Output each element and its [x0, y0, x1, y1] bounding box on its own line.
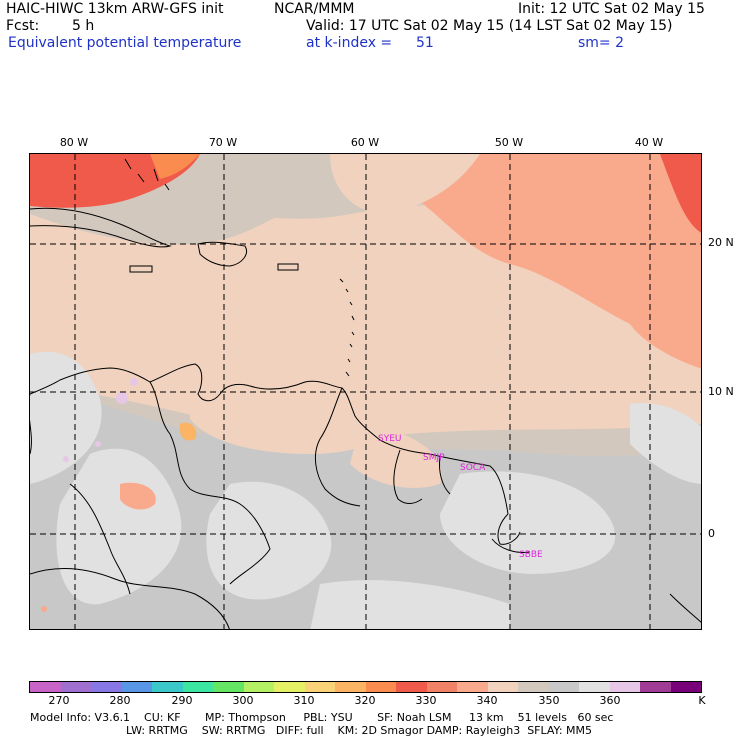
colorbar-swatch-14 — [457, 682, 488, 692]
colorbar-swatch-2 — [91, 682, 122, 692]
map-svg: SYEU SMJP SOCA SBBE — [30, 154, 701, 629]
forecast-label: Fcst: — [6, 18, 40, 34]
colorbar-label-270: 270 — [48, 694, 70, 707]
tan-patch-venezuela — [190, 381, 377, 454]
colorbar-label-350: 350 — [538, 694, 560, 707]
lon-label-80w: 80 W — [59, 136, 89, 149]
salmon-region-east — [410, 154, 701, 369]
colorbar-swatch-0 — [30, 682, 61, 692]
valid-time: Valid: 17 UTC Sat 02 May 15 (14 LST Sat … — [306, 18, 673, 34]
cuba-coast — [30, 207, 172, 248]
colorbar-swatch-19 — [609, 682, 640, 692]
lightgrey-patch-center — [206, 481, 332, 600]
lat-label-20n: 20 N — [708, 236, 734, 249]
lightgrey-patch-far-east — [630, 403, 701, 484]
colorbar-swatch-3 — [121, 682, 152, 692]
colorbar-swatch-4 — [152, 682, 183, 692]
station-syeu: SYEU — [378, 434, 401, 444]
guyana-suriname-border — [393, 449, 423, 504]
colorbar-swatch-6 — [213, 682, 244, 692]
colorbar-label-290: 290 — [171, 694, 193, 707]
colorbar-swatch-5 — [182, 682, 213, 692]
salmon-patch-andes — [120, 482, 156, 510]
level-value: 51 — [416, 35, 434, 51]
forecast-hour: 5 h — [72, 18, 95, 34]
colorbar-swatch-1 — [60, 682, 91, 692]
brazil-east-coast — [669, 593, 701, 623]
lilac-spot-4 — [63, 456, 69, 462]
colorbar-swatch-8 — [274, 682, 305, 692]
central-america-coast — [30, 394, 32, 455]
south-america-north-coast — [30, 363, 509, 515]
lon-label-60w: 60 W — [350, 136, 380, 149]
coastlines — [30, 158, 701, 629]
lat-label-10n: 10 N — [708, 385, 734, 398]
lightgrey-patch-east — [440, 471, 616, 574]
lightgrey-patch-south — [310, 580, 510, 629]
red-region-ne — [660, 154, 701, 233]
colorbar-label-330: 330 — [415, 694, 437, 707]
venezuela-guyana-border — [314, 387, 361, 507]
tan-patch-guiana — [350, 424, 442, 488]
colorbar-swatch-12 — [396, 682, 427, 692]
colorbar-swatch-17 — [548, 682, 579, 692]
orange-spot-maracaibo — [179, 422, 197, 441]
colorbar-label-360: 360 — [599, 694, 621, 707]
colorbar-label-310: 310 — [293, 694, 315, 707]
orange-patch-nw — [150, 154, 200, 179]
field-name: Equivalent potential temperature — [8, 35, 242, 51]
station-smjp: SMJP — [423, 453, 445, 463]
colombia-venezuela-border — [149, 381, 271, 585]
colorbar-swatch-18 — [579, 682, 610, 692]
hispaniola-coast — [197, 241, 247, 267]
colorbar — [29, 681, 702, 693]
colorbar-label-320: 320 — [354, 694, 376, 707]
puerto-rico-coast — [277, 263, 299, 271]
smoothing-label: sm= 2 — [578, 35, 625, 51]
lat-lon-grid — [30, 154, 701, 629]
colorbar-unit: K — [698, 694, 706, 707]
model-title: HAIC-HIWC 13km ARW-GFS init — [6, 1, 224, 17]
lon-label-40w: 40 W — [634, 136, 664, 149]
model-info-line2: LW: RRTMG SW: RRTMG DIFF: full KM: 2D Sm… — [126, 724, 592, 737]
lon-label-50w: 50 W — [494, 136, 524, 149]
colorbar-label-340: 340 — [476, 694, 498, 707]
station-sbbe: SBBE — [519, 550, 543, 560]
theta-e-map: SYEU SMJP SOCA SBBE — [29, 153, 702, 630]
colorbar-label-280: 280 — [109, 694, 131, 707]
colorbar-swatch-13 — [426, 682, 457, 692]
center-label: NCAR/MMM — [274, 1, 355, 17]
colorbar-swatch-10 — [335, 682, 366, 692]
colorbar-swatch-21 — [670, 682, 701, 692]
station-soca: SOCA — [460, 463, 486, 473]
jamaica-coast — [129, 265, 153, 273]
level-label: at k-index = — [306, 35, 393, 51]
colorbar-swatch-11 — [365, 682, 396, 692]
brazil-western-border — [30, 568, 230, 629]
colorbar-swatch-20 — [640, 682, 671, 692]
colorbar-swatch-9 — [304, 682, 335, 692]
lightgrey-patch-sw — [56, 448, 182, 605]
lilac-spot-3 — [95, 441, 101, 447]
colombia-peru-border — [69, 483, 131, 595]
peach-inset-north — [330, 154, 480, 215]
colorbar-label-300: 300 — [232, 694, 254, 707]
suriname-guiana-border — [439, 456, 451, 495]
colorbar-swatch-16 — [518, 682, 549, 692]
bahamas-coast — [124, 158, 170, 191]
init-time: Init: 12 UTC Sat 02 May 15 — [518, 1, 705, 17]
salmon-spot-sw — [41, 606, 47, 612]
lat-label-0: 0 — [708, 527, 715, 540]
model-info-line1: Model Info: V3.6.1 CU: KF MP: Thompson P… — [30, 711, 614, 724]
amazon-mouth-coast — [491, 513, 531, 553]
colorbar-swatch-7 — [243, 682, 274, 692]
colorbar-swatch-15 — [487, 682, 518, 692]
lilac-spot-2 — [130, 378, 138, 386]
lesser-antilles-coast — [339, 278, 355, 377]
lightgrey-patch-west — [30, 351, 102, 484]
lilac-spot-1 — [116, 392, 128, 404]
lon-label-70w: 70 W — [208, 136, 238, 149]
